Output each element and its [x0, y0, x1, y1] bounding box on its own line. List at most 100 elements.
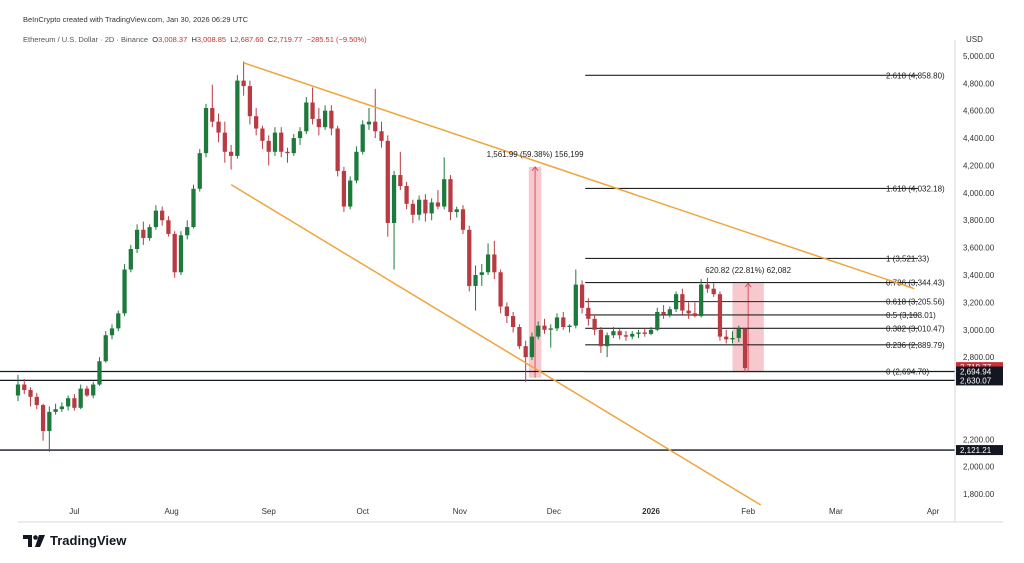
candle-body	[648, 329, 654, 334]
y-tick-label: 3,400.00	[963, 271, 995, 280]
currency-label[interactable]: USD	[966, 35, 983, 44]
fib-level-label: 0.5 (3,108.01)	[886, 311, 936, 320]
fib-level-label: 1 (3,521.33)	[886, 254, 929, 263]
measure-label: 1,561.99 (59.38%) 156,199	[487, 150, 585, 159]
candle-body	[134, 229, 140, 249]
candle-body	[598, 329, 604, 347]
chart-credit: BeInCrypto created with TradingView.com,…	[23, 15, 248, 24]
candle-body	[479, 272, 484, 275]
candle-body	[203, 107, 209, 154]
candle-body	[103, 335, 108, 362]
candle-body	[241, 80, 246, 87]
candle-body	[529, 336, 535, 358]
support-level-tag	[956, 366, 1003, 377]
x-tick-label: Dec	[547, 507, 561, 516]
candle-body	[360, 124, 365, 152]
candle-body	[460, 209, 466, 230]
channel-upper-line	[243, 62, 915, 290]
close-label: C	[267, 35, 274, 44]
candle-body	[329, 110, 334, 129]
channel-lower-line	[230, 184, 762, 506]
candle-body	[686, 310, 691, 314]
x-tick-label: Nov	[453, 507, 467, 516]
fib-level-label: 1.618 (4,032.18)	[886, 184, 945, 193]
candle-body	[605, 335, 610, 347]
candle-body	[667, 309, 672, 315]
symbol-legend[interactable]: Ethereum / U.S. Dollar · 2D · Binance O3…	[23, 35, 367, 44]
candle-body	[567, 325, 572, 328]
candle-body	[297, 131, 303, 139]
low-value: 2,687.60	[234, 35, 264, 44]
fib-level-label: 0 (2,694.70)	[886, 368, 929, 377]
candle-body	[66, 398, 71, 407]
candle-body	[548, 328, 553, 330]
brand-name: TradingView	[50, 533, 127, 548]
axis-layer: 5,000.00 4,800.00 4,600.00 4,400.00 4,200.00…	[18, 40, 1003, 523]
candle-body	[429, 202, 434, 214]
open-label: O	[152, 35, 159, 44]
candle-body	[705, 284, 710, 289]
candle-body	[504, 306, 510, 317]
tradingview-logo-icon	[23, 534, 45, 547]
channel-layer	[230, 62, 915, 506]
candle-body	[692, 313, 698, 317]
candle-body	[279, 132, 284, 152]
candle-body	[724, 336, 729, 340]
candle-body	[699, 284, 704, 317]
candle-body	[423, 199, 428, 214]
candle-body	[304, 102, 309, 132]
candle-body	[711, 288, 716, 295]
candle-body	[185, 227, 190, 236]
y-tick-label: 4,800.00	[963, 79, 995, 88]
candle-body	[34, 396, 39, 406]
y-tick-label: 3,800.00	[963, 216, 995, 225]
price-tags-layer: 2,719.7717:30:232,694.942,630.072,121.21	[956, 362, 1003, 456]
candle-body	[523, 346, 528, 358]
candle-body	[166, 220, 171, 234]
high-label: H	[191, 35, 197, 44]
x-tick-label: Feb	[741, 507, 755, 516]
candle-body	[536, 325, 541, 337]
x-tick-label: 2026	[642, 507, 660, 516]
candle-body	[416, 199, 422, 215]
candle-body	[40, 405, 46, 432]
y-tick-label: 3,600.00	[963, 244, 995, 253]
candle-body	[122, 269, 127, 314]
candle-body	[435, 202, 441, 207]
support-level-label: 2,121.21	[960, 446, 992, 455]
measure-label: 620.82 (22.81%) 62,082	[705, 266, 791, 275]
candle-body	[15, 384, 21, 396]
candle-body	[573, 284, 578, 326]
candle-body	[235, 80, 240, 156]
candle-body	[630, 333, 635, 337]
candle-body	[78, 388, 83, 408]
candle-body	[561, 317, 566, 328]
y-tick-label: 3,200.00	[963, 298, 995, 307]
x-tick-label: Apr	[927, 507, 940, 516]
candle-body	[454, 209, 459, 213]
candle-body	[517, 327, 522, 347]
candle-body	[247, 86, 253, 117]
candle-body	[636, 332, 641, 334]
candle-body	[579, 284, 585, 308]
candle-body	[348, 180, 353, 207]
candle-body	[141, 229, 146, 239]
tradingview-brand[interactable]: TradingView	[23, 533, 126, 548]
close-value: 2,719.77	[273, 35, 303, 44]
candle-body	[285, 151, 290, 154]
fib-level-label: 0.618 (3,205.56)	[886, 298, 945, 307]
support-level-label: 2,630.07	[960, 376, 992, 385]
candle-body	[116, 313, 121, 329]
y-tick-label: 5,000.00	[963, 52, 995, 61]
candle-body	[22, 384, 27, 390]
candle-body	[28, 390, 33, 397]
candle-body	[128, 248, 133, 270]
candle-body	[210, 107, 215, 122]
candle-body	[228, 151, 234, 156]
y-tick-label: 2,000.00	[963, 463, 995, 472]
candle-body	[341, 170, 347, 207]
candle-body	[511, 316, 516, 328]
candle-body	[91, 384, 96, 396]
fib-level-label: 0.786 (3,344.43)	[886, 279, 945, 288]
